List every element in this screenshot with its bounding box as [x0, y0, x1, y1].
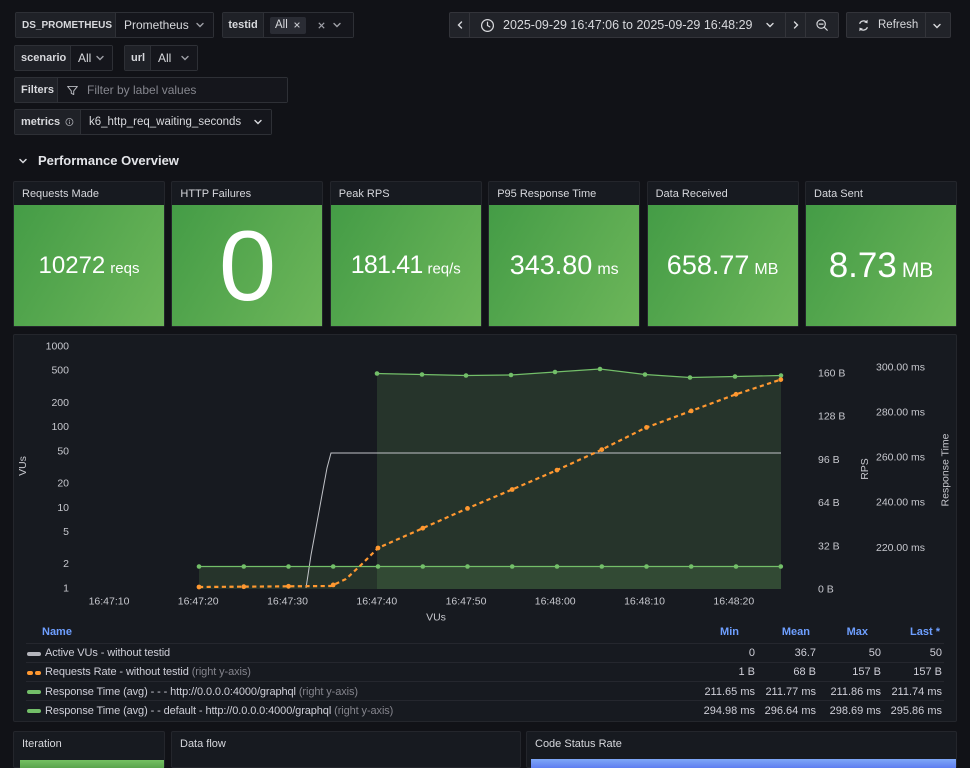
svg-text:280.00 ms: 280.00 ms: [876, 407, 925, 419]
svg-text:2: 2: [63, 558, 69, 570]
svg-text:16:47:30: 16:47:30: [267, 596, 308, 608]
svg-text:200: 200: [51, 397, 69, 409]
svg-text:260.00 ms: 260.00 ms: [876, 452, 925, 464]
svg-text:160 B: 160 B: [818, 368, 845, 380]
svg-text:VUs: VUs: [426, 612, 446, 624]
svg-text:10: 10: [57, 502, 69, 514]
svg-text:96 B: 96 B: [818, 454, 840, 466]
svg-text:16:47:40: 16:47:40: [356, 596, 397, 608]
svg-text:100: 100: [51, 421, 69, 433]
svg-text:20: 20: [57, 478, 69, 490]
svg-text:32 B: 32 B: [818, 540, 840, 552]
svg-text:16:48:10: 16:48:10: [624, 596, 665, 608]
svg-text:16:47:10: 16:47:10: [89, 596, 130, 608]
svg-text:1: 1: [63, 583, 69, 595]
svg-text:0 B: 0 B: [818, 584, 834, 596]
svg-text:16:47:20: 16:47:20: [178, 596, 219, 608]
svg-text:5: 5: [63, 526, 69, 538]
svg-text:Response Time: Response Time: [940, 433, 952, 506]
svg-text:500: 500: [51, 365, 69, 377]
svg-text:1000: 1000: [46, 340, 70, 352]
svg-text:50: 50: [57, 445, 69, 457]
svg-text:220.00 ms: 220.00 ms: [876, 542, 925, 554]
svg-text:16:47:50: 16:47:50: [446, 596, 487, 608]
svg-text:VUs: VUs: [17, 456, 29, 476]
svg-text:16:48:20: 16:48:20: [713, 596, 754, 608]
svg-text:RPS: RPS: [859, 458, 871, 480]
svg-text:240.00 ms: 240.00 ms: [876, 497, 925, 509]
svg-text:16:48:00: 16:48:00: [535, 596, 576, 608]
svg-text:128 B: 128 B: [818, 411, 845, 423]
svg-text:64 B: 64 B: [818, 497, 840, 509]
svg-text:300.00 ms: 300.00 ms: [876, 361, 925, 373]
